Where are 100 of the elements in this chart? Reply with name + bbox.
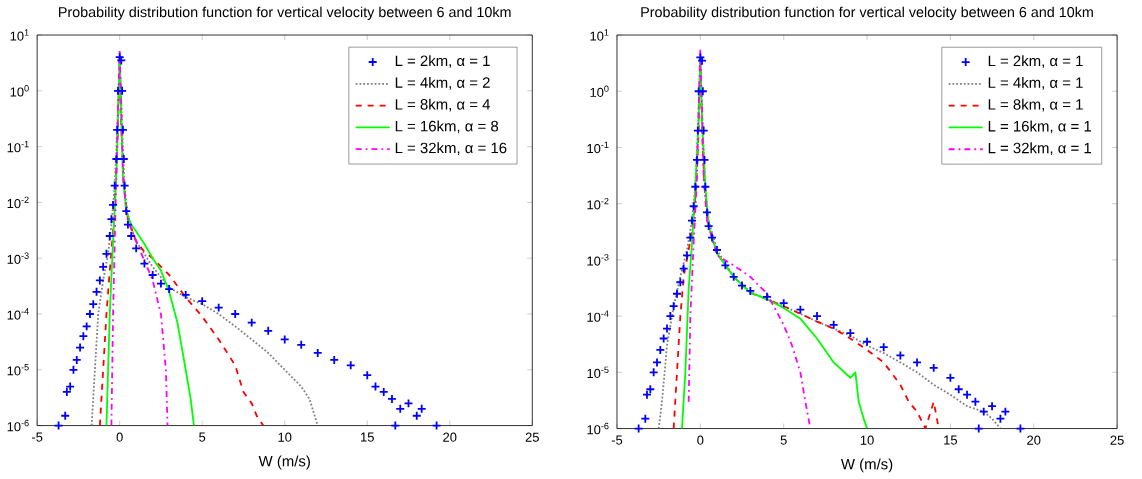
x-tick-label: 15	[361, 432, 374, 442]
point	[678, 263, 689, 274]
point	[700, 181, 711, 192]
legend-label: L = 4km, α = 2	[395, 76, 490, 90]
point	[263, 325, 274, 336]
point	[94, 275, 105, 286]
point	[411, 410, 422, 421]
point	[118, 124, 128, 135]
point	[962, 389, 972, 400]
point	[156, 278, 166, 289]
point	[164, 284, 175, 294]
point	[109, 180, 120, 191]
point	[104, 231, 115, 241]
point	[131, 243, 142, 254]
legend-label: L = 32km, α = 16	[395, 142, 507, 155]
point	[928, 363, 939, 373]
point	[672, 288, 682, 299]
x-tick-label: 5	[199, 432, 206, 442]
y-tick-label: 10$^{-6}$	[587, 422, 609, 435]
point	[60, 410, 71, 421]
x-tick-label: 10	[860, 435, 874, 445]
y-tick-label: 10$^{-1}$	[587, 141, 609, 154]
point	[416, 403, 427, 414]
point	[640, 413, 651, 424]
x-tick-label: 20	[1027, 435, 1041, 445]
point	[762, 291, 772, 302]
point	[230, 309, 241, 319]
y-tick-label: 10$^{-5}$	[587, 366, 609, 379]
point	[119, 180, 130, 191]
point	[126, 231, 137, 241]
point	[712, 245, 722, 255]
x-axis-title: W (m/s)	[258, 455, 310, 470]
point	[878, 342, 889, 353]
x-tick-label: -5	[31, 432, 43, 442]
point	[61, 387, 72, 397]
point	[702, 207, 712, 218]
point	[795, 304, 806, 315]
point	[692, 155, 702, 165]
point	[655, 345, 666, 355]
point	[645, 384, 656, 395]
chart-title: Probability distribution function for vertical velocity between 6 and 10km	[59, 6, 511, 21]
legend-label: L = 2km, α = 1	[395, 55, 490, 68]
point	[945, 372, 956, 383]
line-series	[110, 48, 169, 426]
point	[720, 260, 731, 271]
legend-label: L = 8km, α = 4	[395, 98, 491, 112]
x-tick-label: 20	[443, 432, 457, 442]
point	[312, 348, 323, 358]
point	[98, 261, 109, 272]
point	[81, 321, 92, 332]
point	[108, 200, 118, 210]
y-tick-label: 10$^{-3}$	[587, 254, 609, 266]
point	[688, 201, 699, 212]
y-tick-label: 10$^{0}$	[10, 85, 29, 97]
point	[987, 401, 997, 412]
point	[812, 311, 822, 321]
point	[953, 384, 964, 395]
point	[665, 311, 676, 321]
point	[978, 406, 989, 417]
y-tick-label: 10$^{-1}$	[7, 140, 29, 153]
point	[642, 389, 652, 400]
point	[668, 301, 679, 312]
point	[862, 336, 872, 347]
point	[675, 277, 686, 288]
y-tick-label: 10$^{-6}$	[7, 419, 29, 432]
legend-label: L = 32km, α = 1	[988, 142, 1092, 156]
y-tick-label: 10$^{0}$	[590, 85, 609, 97]
x-tick-label: 0	[697, 435, 704, 445]
x-tick-label: -5	[611, 435, 623, 445]
y-tick-label: 10$^{-2}$	[7, 196, 29, 209]
y-tick-label: 10$^{-4}$	[7, 308, 29, 320]
x-tick-label: 5	[780, 435, 787, 445]
y-tick-label: 10$^{-4}$	[587, 310, 609, 322]
x-tick-label: 15	[944, 435, 958, 445]
x-tick-label: 25	[1110, 435, 1124, 445]
point	[147, 270, 158, 280]
x-axis-title: W (m/s)	[840, 458, 893, 473]
point	[88, 299, 99, 310]
point	[329, 355, 340, 365]
y-tick-label: 10$^{1}$	[10, 29, 29, 41]
legend-label: L = 8km, α = 1	[988, 98, 1083, 112]
point	[78, 331, 89, 342]
y-tick-label: 10$^{-5}$	[7, 364, 29, 376]
x-tick-label: 0	[116, 432, 123, 442]
point	[745, 286, 756, 296]
point	[296, 339, 307, 350]
point	[121, 206, 132, 216]
point	[246, 317, 257, 328]
point	[778, 298, 789, 309]
point	[828, 319, 839, 330]
point	[845, 328, 856, 338]
x-tick-label: 25	[525, 432, 539, 442]
y-tick-label: 10$^{1}$	[590, 29, 609, 41]
chart-title: Probability distribution function for vertical velocity between 6 and 10km	[641, 6, 1093, 20]
point	[362, 370, 373, 381]
point	[378, 387, 389, 397]
point	[690, 181, 701, 192]
point	[703, 221, 714, 231]
point	[71, 355, 82, 365]
legend-label: L = 16km, α = 1	[988, 120, 1092, 134]
